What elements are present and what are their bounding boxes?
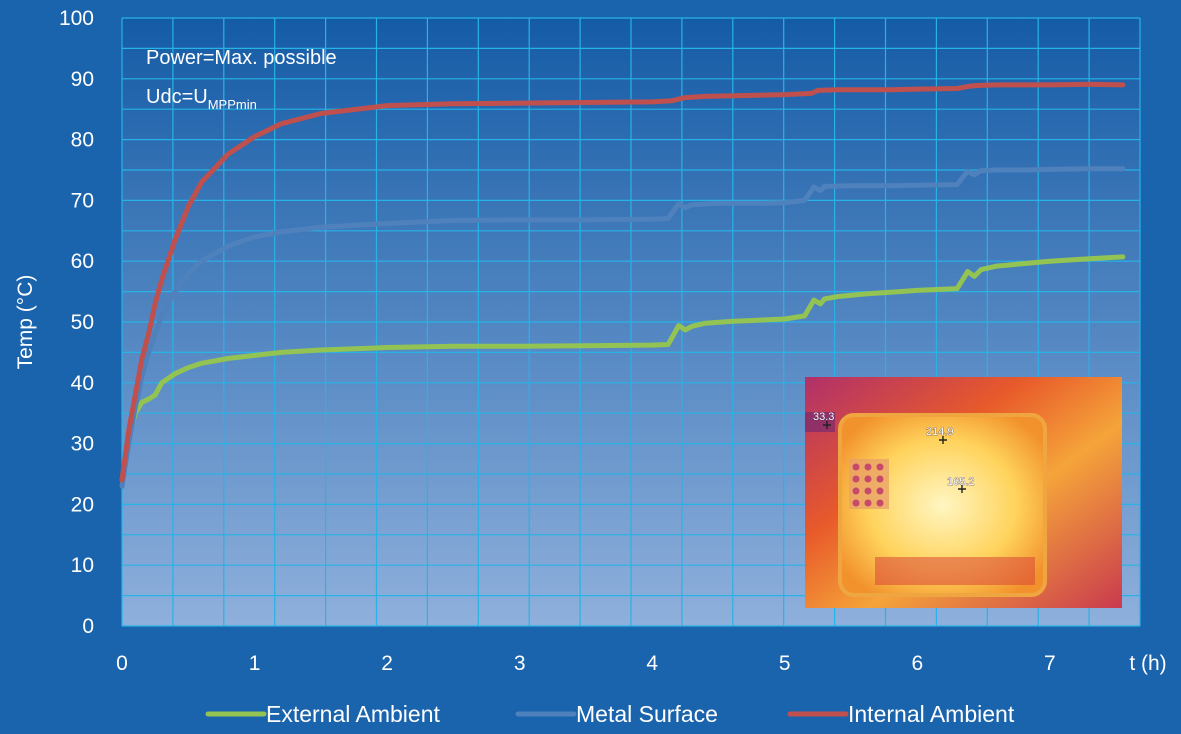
thermal-connector-dot: [876, 463, 884, 471]
legend-label: External Ambient: [266, 701, 440, 727]
thermal-connector-dot: [852, 499, 860, 507]
x-axis-ticks: 0 1 2 3 4 5 6 7: [116, 652, 1056, 675]
thermal-vent: [875, 557, 1035, 585]
series-line-external-ambient: [119, 254, 1126, 483]
x-tick-label: 7: [1044, 652, 1056, 675]
thermal-crosshair: [939, 436, 947, 444]
y-axis-ticks: 0 10 20 30 40 50 60 70 80 90 100: [59, 7, 94, 638]
y-tick-label: 0: [82, 615, 94, 638]
thermal-connector-dot: [864, 487, 872, 495]
legend: External Ambient Metal Surface Internal Am…: [205, 701, 1015, 727]
series-line-internal-ambient: [119, 81, 1126, 483]
y-tick-label: 20: [71, 493, 94, 516]
y-tick-label: 40: [71, 372, 94, 395]
x-tick-label: 0: [116, 652, 128, 675]
annotation-udc: Udc=UMPPmin: [146, 86, 257, 112]
y-tick-label: 100: [59, 7, 94, 30]
x-tick-label: 1: [249, 652, 261, 675]
x-axis-label: t (h): [1129, 652, 1166, 675]
annotation-udc-subscript: MPPmin: [208, 97, 257, 112]
legend-label: Metal Surface: [576, 701, 718, 727]
thermal-image-inset: 33.3 214.9 165.2: [805, 377, 1122, 608]
thermal-connector-dot: [852, 463, 860, 471]
x-tick-label: 6: [911, 652, 923, 675]
thermal-connector-dot: [864, 475, 872, 483]
thermal-connector-dot: [876, 499, 884, 507]
thermal-connector-dot: [876, 475, 884, 483]
thermal-crosshair: [823, 421, 831, 429]
y-tick-label: 70: [71, 189, 94, 212]
thermal-connector-dot: [852, 475, 860, 483]
y-tick-label: 50: [71, 311, 94, 334]
annotation-udc-main: Udc=U: [146, 86, 208, 108]
y-tick-label: 10: [71, 554, 94, 577]
y-tick-label: 90: [71, 68, 94, 91]
x-tick-label: 4: [646, 652, 658, 675]
thermal-connector-dot: [864, 499, 872, 507]
thermal-connector-dot: [852, 487, 860, 495]
legend-label: Internal Ambient: [848, 701, 1015, 727]
thermal-temp-label: 165.2: [947, 476, 975, 488]
thermal-crosshair: [958, 485, 966, 493]
thermal-temp-label: 33.3: [813, 411, 834, 423]
y-tick-label: 30: [71, 433, 94, 456]
thermal-connector-dot: [876, 487, 884, 495]
thermal-connector-dot: [864, 463, 872, 471]
x-tick-label: 5: [779, 652, 791, 675]
thermal-enclosure: [838, 413, 1047, 597]
series-line-metal-surface: [119, 166, 1126, 489]
series-lines: [119, 81, 1126, 489]
x-tick-label: 2: [381, 652, 393, 675]
x-tick-label: 3: [514, 652, 526, 675]
annotation-power: Power=Max. possible: [146, 47, 337, 69]
y-tick-label: 60: [71, 250, 94, 273]
thermal-temp-label: 214.9: [926, 426, 954, 438]
y-axis-label: Temp (°C): [14, 275, 37, 370]
y-tick-label: 80: [71, 129, 94, 152]
